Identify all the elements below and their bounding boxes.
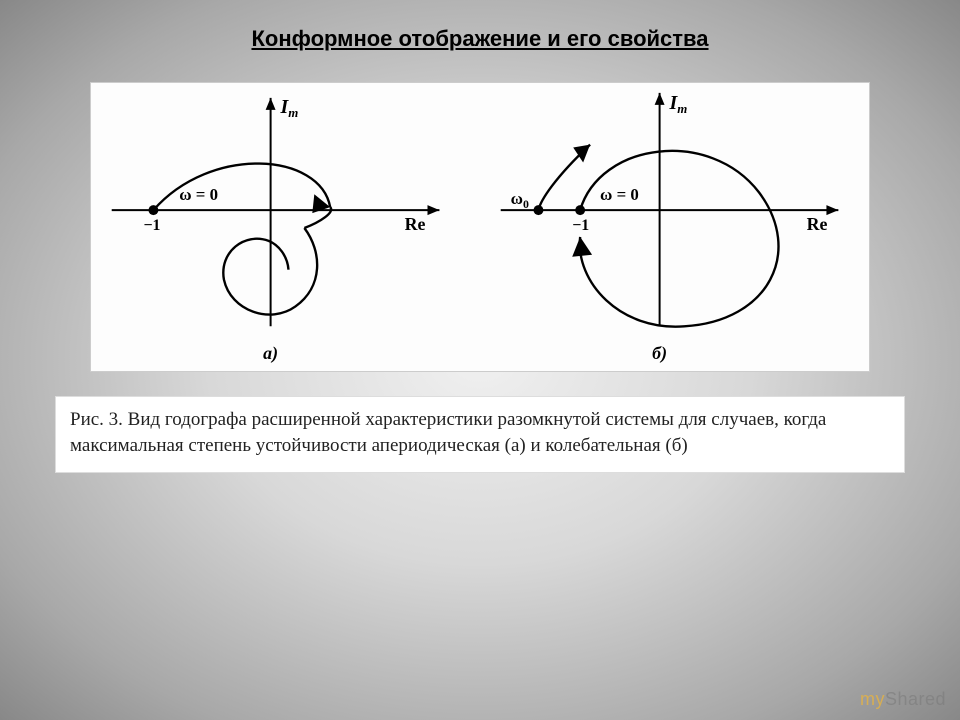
slide-root: Конформное отображение и его свойства: [0, 0, 960, 720]
arrowhead-loop-b: [572, 237, 592, 257]
sublabel-a: а): [263, 343, 278, 364]
figure-container: Im Re −1 ω = 0 а): [90, 82, 870, 372]
watermark-part2: Shared: [885, 689, 946, 709]
curve-loop-b: [580, 151, 779, 327]
omega-label-b: ω = 0: [600, 185, 639, 204]
panel-a: Im Re −1 ω = 0 а): [91, 83, 480, 371]
axis-x-arrow-a: [428, 205, 440, 215]
minus1-label-a: −1: [143, 217, 160, 234]
watermark: myShared: [860, 689, 946, 710]
figure-caption: Рис. 3. Вид годографа расширенной характ…: [55, 396, 905, 473]
panel-b-svg: Im Re −1 ω = 0 ω0 б): [480, 83, 869, 371]
sublabel-b: б): [652, 343, 667, 364]
omega0-point-b: [533, 205, 543, 215]
start-point-b: [575, 205, 585, 215]
im-label-b: Im: [669, 92, 688, 116]
axis-y-arrow-a: [266, 98, 276, 110]
minus1-label-b: −1: [572, 217, 589, 234]
re-label-a: Re: [405, 214, 426, 234]
axis-y-arrow-b: [655, 93, 665, 105]
axis-x-arrow-b: [826, 205, 838, 215]
watermark-part1: my: [860, 689, 885, 709]
panel-b: Im Re −1 ω = 0 ω0 б): [480, 83, 869, 371]
start-point-a: [148, 205, 158, 215]
page-title: Конформное отображение и его свойства: [0, 26, 960, 52]
omega-label-a: ω = 0: [179, 185, 218, 204]
im-label-a: Im: [280, 96, 299, 120]
omega0-label-b: ω0: [511, 189, 529, 211]
panel-a-svg: Im Re −1 ω = 0 а): [91, 83, 480, 371]
re-label-b: Re: [807, 214, 828, 234]
